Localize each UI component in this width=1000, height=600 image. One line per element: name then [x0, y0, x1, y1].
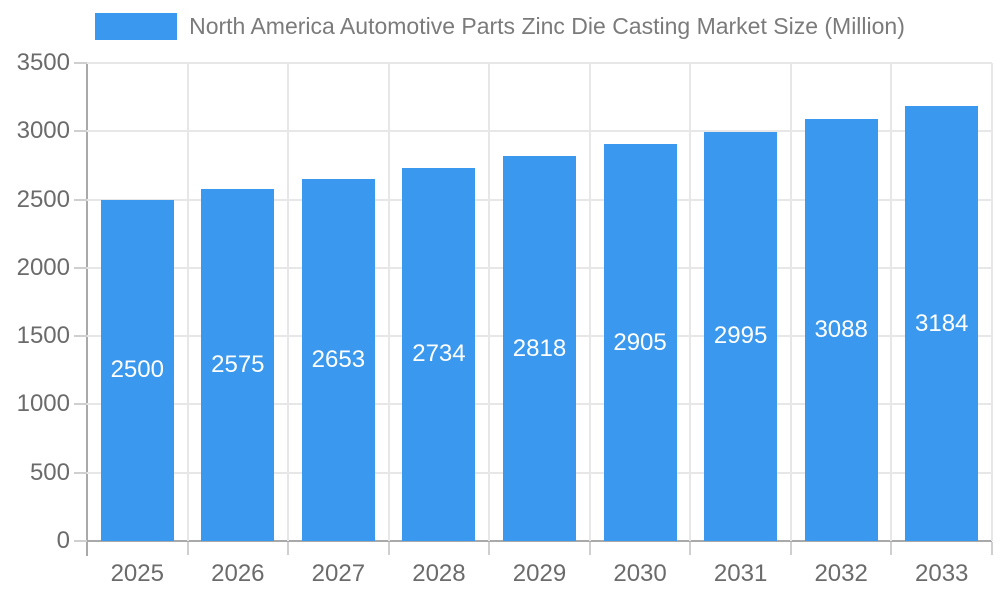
bar[interactable]: 2653 [301, 178, 375, 541]
gridline-vertical [689, 63, 692, 541]
x-axis-tick-label: 2032 [814, 560, 868, 587]
gridline-horizontal [87, 62, 992, 64]
gridline-vertical [588, 63, 591, 541]
y-axis-tick-label: 3000 [16, 117, 70, 145]
y-axis-tick-label: 1000 [16, 390, 70, 418]
gridline-horizontal [87, 130, 992, 133]
bar-value-label: 3088 [814, 316, 868, 344]
y-axis-tick [74, 62, 87, 64]
bar-value-label: 2575 [211, 351, 265, 379]
bar-value-label: 2734 [412, 340, 466, 368]
gridline-vertical [387, 63, 390, 541]
y-axis-tick-label: 2500 [16, 185, 70, 213]
bar[interactable]: 3088 [804, 119, 878, 541]
x-axis-tick [991, 542, 993, 555]
x-axis-tick-label: 2030 [613, 560, 667, 587]
x-axis-tick [387, 542, 390, 555]
x-axis-tick [890, 542, 893, 555]
bar[interactable]: 2734 [402, 167, 476, 541]
gridline-vertical [991, 63, 993, 541]
gridline-vertical [287, 63, 290, 541]
x-axis-tick-label: 2031 [713, 560, 768, 587]
gridline-vertical [488, 63, 491, 541]
y-axis-tick [74, 335, 87, 338]
bar[interactable]: 2905 [603, 144, 677, 541]
legend-label: North America Automotive Parts Zinc Die … [189, 13, 905, 39]
bar-value-label: 2500 [110, 356, 164, 384]
y-axis-tick [74, 540, 87, 542]
x-axis-tick-label: 2029 [512, 560, 567, 587]
bar[interactable]: 2818 [503, 156, 576, 541]
bar-value-label: 2905 [613, 328, 667, 356]
y-axis-tick-label: 500 [29, 458, 70, 486]
x-axis-line [87, 540, 992, 542]
y-axis-tick [74, 403, 87, 406]
bar-value-label: 2995 [713, 322, 768, 350]
y-axis-tick-label: 3500 [16, 49, 70, 76]
y-axis-tick [74, 266, 87, 269]
y-axis-tick-label: 2000 [16, 253, 70, 281]
x-axis-tick-label: 2025 [110, 560, 164, 587]
legend-swatch [95, 13, 178, 40]
gridline-vertical [890, 63, 893, 541]
x-axis-tick-label: 2026 [211, 560, 265, 587]
x-axis-tick [789, 542, 792, 555]
x-axis-tick [488, 542, 491, 555]
y-axis-tick [74, 198, 87, 201]
y-axis-tick-label: 1500 [16, 322, 70, 350]
x-axis-tick-label: 2027 [311, 560, 366, 587]
y-axis-tick-label: 0 [56, 527, 70, 554]
x-axis-tick [287, 542, 290, 555]
y-axis-tick [74, 130, 87, 133]
y-axis-tick [74, 471, 87, 474]
x-axis-tick [689, 542, 692, 555]
bar-value-label: 3184 [915, 309, 969, 337]
bar[interactable]: 2995 [704, 131, 778, 541]
x-axis-tick [186, 542, 189, 555]
x-axis-tick-label: 2028 [412, 560, 466, 587]
bar-value-label: 2653 [311, 345, 366, 373]
gridline-vertical [789, 63, 792, 541]
bar[interactable]: 2575 [201, 189, 275, 541]
x-axis-tick [588, 542, 591, 555]
bar[interactable]: 2500 [100, 199, 174, 541]
chart-legend[interactable]: North America Automotive Parts Zinc Die … [0, 13, 1000, 40]
x-axis-tick-label: 2033 [915, 560, 969, 587]
gridline-vertical [186, 63, 189, 541]
bar-value-label: 2818 [512, 334, 567, 362]
y-axis-line [86, 63, 88, 556]
bar[interactable]: 3184 [905, 106, 979, 541]
